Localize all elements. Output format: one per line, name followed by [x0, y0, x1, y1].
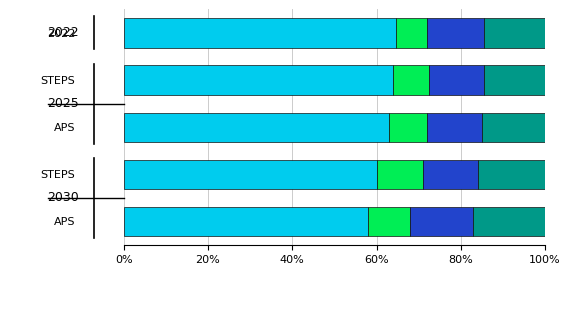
Bar [423, 160, 478, 189]
Text: 2022: 2022 [47, 26, 78, 40]
Bar [124, 207, 368, 236]
Text: 2030: 2030 [47, 191, 78, 204]
Bar [396, 18, 427, 48]
Bar [368, 207, 410, 236]
Bar [482, 113, 545, 142]
Bar [124, 18, 396, 48]
Bar [124, 65, 393, 95]
Bar [124, 160, 377, 189]
Text: 2025: 2025 [47, 97, 78, 110]
Bar [484, 65, 545, 95]
Bar [410, 207, 473, 236]
Bar [124, 113, 389, 142]
Bar [377, 160, 423, 189]
Bar [473, 207, 545, 236]
Bar [429, 65, 484, 95]
Bar [478, 160, 545, 189]
Bar [389, 113, 427, 142]
Bar [427, 113, 482, 142]
Bar [484, 18, 545, 48]
Bar [427, 18, 484, 48]
Bar [393, 65, 429, 95]
